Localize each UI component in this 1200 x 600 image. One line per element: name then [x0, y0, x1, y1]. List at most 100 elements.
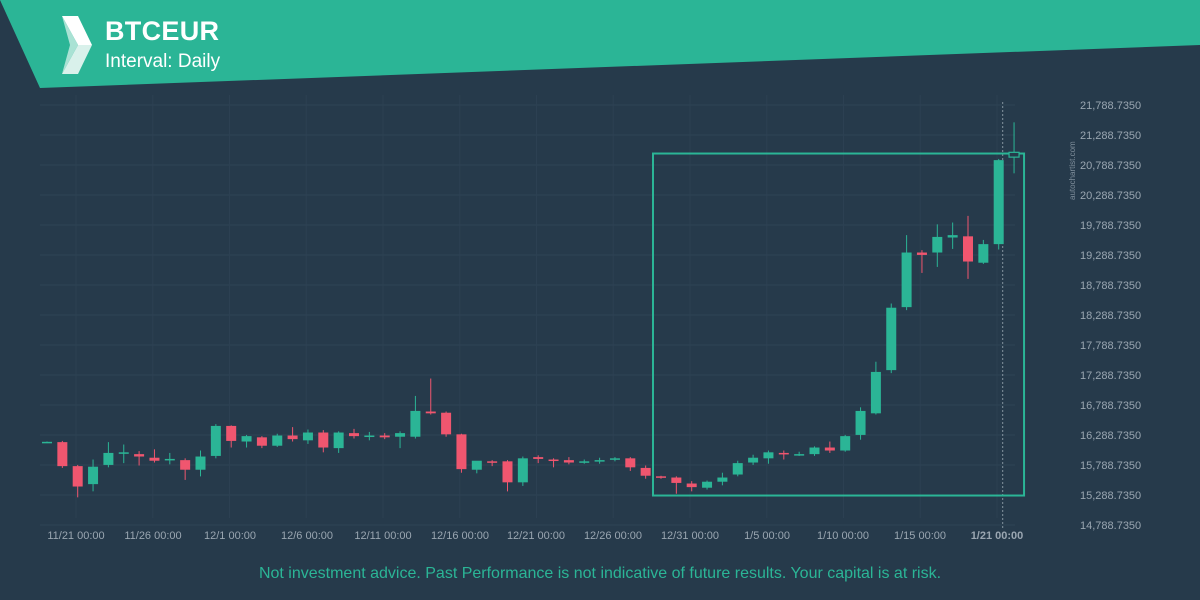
candle-body	[72, 466, 83, 487]
x-tick-label: 1/15 00:00	[894, 530, 946, 542]
candle	[72, 464, 83, 498]
header-banner	[0, 0, 1200, 88]
candle	[870, 361, 881, 415]
candle	[287, 427, 298, 442]
x-tick-label: 12/6 00:00	[281, 530, 333, 542]
candle-body	[609, 458, 620, 460]
candle	[395, 431, 406, 449]
candle	[57, 440, 68, 468]
candle	[978, 239, 989, 264]
candle	[993, 158, 1004, 250]
candle-body	[364, 435, 375, 438]
candle	[855, 407, 866, 440]
candle-body	[548, 459, 559, 462]
candle-body	[963, 236, 973, 262]
y-tick-label: 16,788.7350	[1080, 400, 1141, 412]
candle-body	[195, 456, 206, 470]
candle-body	[916, 252, 927, 255]
candle-body	[870, 371, 881, 414]
candle	[88, 459, 99, 492]
candle-body	[180, 460, 191, 470]
candle-body	[471, 460, 482, 470]
candle	[226, 425, 237, 448]
x-tick-label: 11/26 00:00	[124, 530, 181, 542]
candle	[963, 215, 973, 279]
candle	[901, 235, 912, 311]
candle	[195, 450, 206, 477]
candle	[241, 434, 252, 448]
candle	[517, 456, 528, 486]
candle	[594, 457, 605, 464]
x-tick-label: 1/21 00:00	[971, 530, 1024, 542]
candle-body	[210, 425, 221, 456]
candle	[471, 460, 482, 474]
y-tick-label: 21,788.7350	[1080, 100, 1141, 112]
candle-body	[579, 461, 590, 463]
candle	[671, 476, 682, 494]
x-tick-label: 12/16 00:00	[431, 530, 489, 542]
candle	[732, 460, 743, 477]
y-tick-label: 18,788.7350	[1080, 280, 1141, 292]
pattern-box	[652, 152, 1026, 497]
logo-icon	[62, 16, 92, 74]
y-tick-label: 16,288.7350	[1080, 430, 1141, 442]
candle-body	[517, 458, 528, 483]
x-tick-label: 12/26 00:00	[584, 530, 642, 542]
candle-body	[395, 433, 406, 437]
candle-body	[349, 433, 359, 437]
candle	[272, 433, 283, 447]
candle-body	[425, 411, 436, 414]
y-tick-label: 14,788.7350	[1080, 520, 1141, 532]
candle-body	[625, 458, 636, 468]
candle-body	[241, 436, 252, 442]
x-tick-label: 12/31 00:00	[661, 530, 719, 542]
candle-body	[656, 476, 666, 478]
candle-body	[809, 447, 820, 455]
candle-body	[441, 412, 452, 435]
y-axis: 21,788.7350 21,288.7350 20,788.7350 20,288.…	[1080, 100, 1141, 532]
y-tick-label: 20,288.7350	[1080, 190, 1141, 202]
candle-body	[794, 454, 805, 456]
candle	[763, 450, 774, 464]
y-tick-label: 19,288.7350	[1080, 250, 1141, 262]
candle-body	[947, 235, 958, 238]
candle	[886, 303, 897, 374]
candle-body	[824, 447, 835, 451]
candle-body	[686, 483, 697, 488]
candle-body	[901, 252, 912, 308]
candle	[794, 451, 805, 456]
candle-body	[763, 452, 774, 459]
candle-body	[164, 458, 175, 461]
candle-body	[640, 467, 651, 476]
candle	[149, 449, 160, 463]
candle-body	[42, 441, 52, 444]
candle	[702, 480, 713, 490]
candle	[717, 472, 728, 486]
candle-body	[333, 432, 344, 449]
candle	[318, 430, 329, 453]
candle	[548, 458, 559, 468]
candle	[456, 433, 467, 473]
candle	[441, 411, 452, 437]
candle-body	[502, 461, 513, 483]
candle	[210, 424, 221, 459]
y-tick-label: 21,288.7350	[1080, 130, 1141, 142]
candle-body	[318, 432, 329, 448]
candle	[656, 475, 666, 479]
candle	[533, 455, 544, 464]
candle-body	[748, 457, 759, 463]
candle	[609, 457, 620, 462]
interval-label: Interval: Daily	[105, 51, 221, 72]
candle-body	[134, 454, 145, 457]
candle-body	[778, 452, 789, 455]
candle	[640, 465, 651, 479]
candle-body	[118, 452, 129, 454]
candle	[840, 434, 851, 452]
candle-body	[671, 477, 682, 483]
candle-body	[1008, 151, 1020, 158]
candle	[502, 460, 513, 492]
candle	[809, 446, 820, 456]
candle-body	[533, 457, 544, 459]
candle	[932, 224, 943, 267]
candle-body	[256, 437, 267, 446]
